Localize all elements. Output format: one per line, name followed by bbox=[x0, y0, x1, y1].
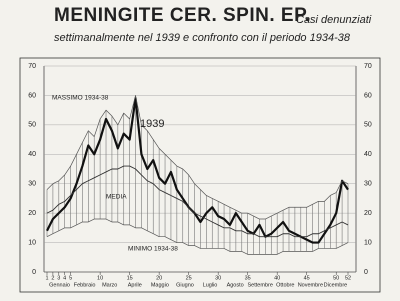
y-tick-label: 60 bbox=[364, 92, 372, 99]
y-tick-label: 40 bbox=[364, 151, 372, 158]
x-tick-label: 10 bbox=[97, 275, 103, 281]
chart-subtitle: Casi denunziati bbox=[296, 14, 372, 26]
x-tick-label: 50 bbox=[333, 275, 339, 281]
y-tick-label: 40 bbox=[28, 151, 36, 158]
x-tick-label: 1 bbox=[45, 275, 48, 281]
y-tick-label: 30 bbox=[28, 181, 36, 188]
frame bbox=[19, 57, 381, 293]
annotation: MASSIMO 1934-38 bbox=[52, 95, 109, 102]
y-tick-label: 10 bbox=[28, 239, 36, 246]
x-tick-label: 35 bbox=[245, 275, 251, 281]
y-tick-label: 70 bbox=[364, 63, 372, 70]
x-tick-label: 4 bbox=[63, 275, 66, 281]
y-tick-label: 20 bbox=[28, 210, 36, 217]
x-tick-label: 20 bbox=[156, 275, 162, 281]
month-label: Novembre bbox=[298, 282, 323, 288]
month-label: Ottobre bbox=[276, 282, 294, 288]
month-label: Marzo bbox=[102, 282, 117, 288]
month-label: Maggio bbox=[151, 282, 169, 288]
series-line bbox=[46, 97, 349, 244]
x-tick-label: 40 bbox=[274, 275, 280, 281]
y-tick-label: 20 bbox=[364, 210, 372, 217]
y-tick-label: 50 bbox=[28, 122, 36, 129]
y-tick-label: 70 bbox=[28, 63, 36, 70]
x-tick-label: 2 bbox=[51, 275, 54, 281]
annotation: MINIMO 1934-38 bbox=[128, 246, 178, 253]
x-tick-label: 5 bbox=[69, 275, 72, 281]
x-tick-label: 25 bbox=[186, 275, 192, 281]
month-label: Gennaio bbox=[49, 282, 70, 288]
series-line bbox=[46, 165, 349, 238]
month-label: Giugno bbox=[176, 282, 194, 288]
y-tick-label: 30 bbox=[364, 181, 372, 188]
month-label: Luglio bbox=[203, 282, 218, 288]
month-label: Aprile bbox=[128, 282, 142, 288]
x-tick-label: 3 bbox=[57, 275, 60, 281]
y-tick-label: 50 bbox=[364, 122, 372, 129]
y-tick-label: 0 bbox=[364, 269, 368, 276]
x-tick-label: 15 bbox=[127, 275, 133, 281]
chart-title: MENINGITE CER. SPIN. EP. bbox=[54, 5, 311, 26]
y-tick-label: 0 bbox=[32, 269, 36, 276]
month-label: Settembre bbox=[248, 282, 273, 288]
y-tick-label: 60 bbox=[28, 92, 36, 99]
month-label: Dicembre bbox=[324, 282, 348, 288]
x-tick-label: 52 bbox=[345, 275, 351, 281]
annotation: MEDIA bbox=[106, 194, 127, 201]
month-label: Febbraio bbox=[74, 282, 96, 288]
series-line bbox=[46, 95, 349, 220]
x-tick-label: 30 bbox=[215, 275, 221, 281]
month-label: Agosto bbox=[227, 282, 244, 288]
y-tick-label: 10 bbox=[364, 239, 372, 246]
chart-subtitle: settimanalmente nel 1939 e confronto con… bbox=[54, 32, 351, 44]
series-line bbox=[46, 218, 349, 255]
x-tick-label: 45 bbox=[304, 275, 310, 281]
annotation: 1939 bbox=[140, 118, 164, 130]
